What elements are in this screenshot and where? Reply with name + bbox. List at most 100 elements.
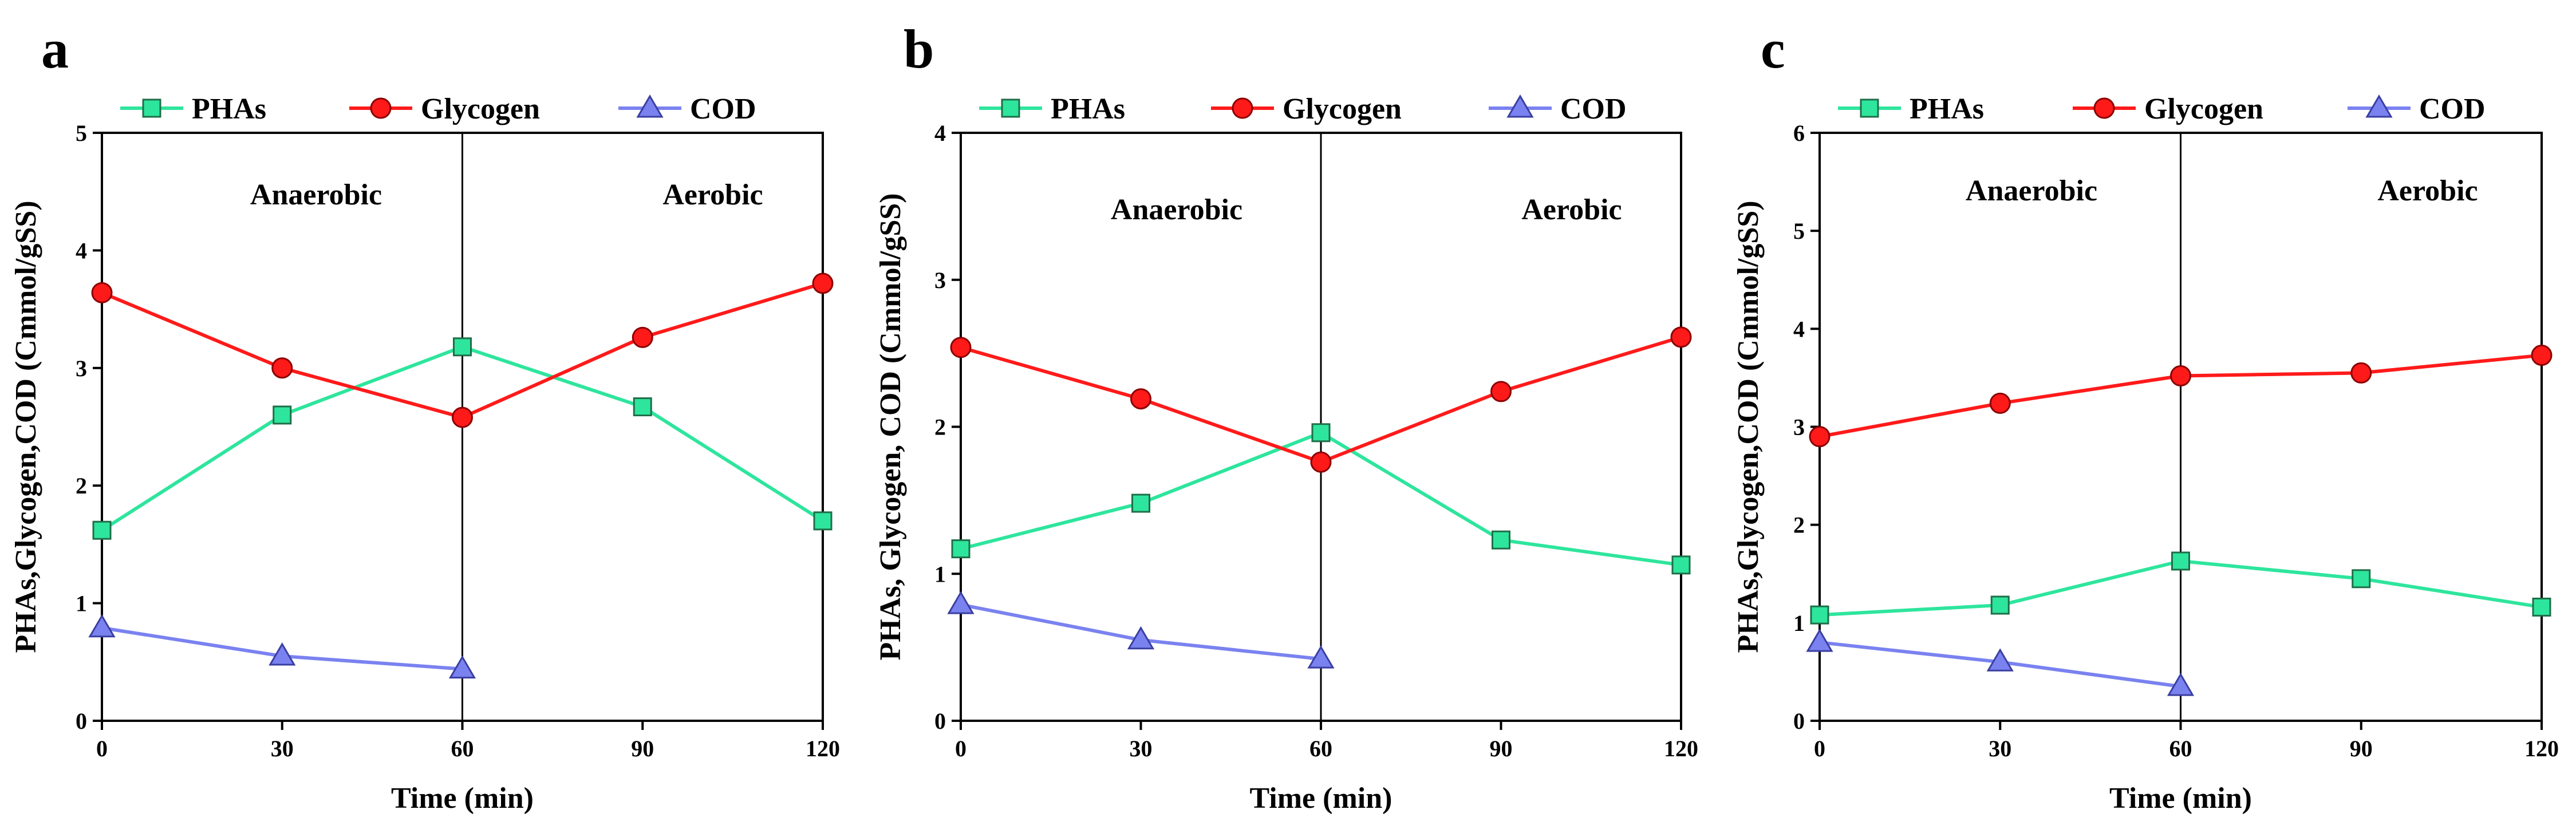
x-tick-label: 90 xyxy=(1490,736,1513,761)
y-tick-label: 6 xyxy=(1793,120,1805,146)
x-tick-label: 120 xyxy=(2524,736,2559,761)
data-point-glycogen xyxy=(91,282,113,303)
data-point-phas xyxy=(813,511,833,531)
x-tick-label: 60 xyxy=(451,736,474,761)
x-tick-label: 120 xyxy=(1664,736,1698,761)
data-point-glycogen xyxy=(1130,388,1151,410)
x-tick-label: 30 xyxy=(1989,736,2011,761)
data-point-phas xyxy=(951,539,971,559)
data-point-cod xyxy=(1806,629,1833,652)
legend-label-glycogen: Glycogen xyxy=(421,93,540,125)
phase-label-anaerobic: Anaerobic xyxy=(1966,175,2097,207)
legend-marker-glycogen xyxy=(1232,97,1253,119)
data-point-glycogen xyxy=(1490,381,1512,402)
data-point-glycogen xyxy=(950,337,972,358)
x-tick-label: 30 xyxy=(271,736,294,761)
legend-marker-phas xyxy=(1001,98,1020,118)
y-tick-label: 2 xyxy=(1793,512,1805,538)
x-axis-title: Time (min) xyxy=(1250,782,1392,815)
data-point-glycogen xyxy=(1670,326,1692,348)
data-point-phas xyxy=(1671,555,1691,575)
phase-label-aerobic: Aerobic xyxy=(662,179,763,211)
data-point-cod xyxy=(448,655,476,679)
legend-marker-cod xyxy=(2365,94,2393,118)
y-axis-title: PHAs, Glycogen, COD (Cmmol/gSS) xyxy=(874,193,907,660)
data-point-phas xyxy=(453,337,472,357)
x-tick-label: 90 xyxy=(2350,736,2373,761)
panel-label: a xyxy=(41,18,69,80)
x-tick-label: 0 xyxy=(955,736,967,761)
data-point-glycogen xyxy=(2531,345,2553,366)
data-point-glycogen xyxy=(1310,451,1332,473)
phase-label-anaerobic: Anaerobic xyxy=(1111,194,1242,226)
y-tick-label: 5 xyxy=(76,120,87,146)
phase-label-aerobic: Aerobic xyxy=(2377,175,2478,207)
chart-panel-b: b PHAs Glycogen COD 0 1 2 3 4 0 30 60 90 120 Time (min… xyxy=(874,18,1698,815)
data-point-cod xyxy=(88,614,116,638)
legend-marker-phas xyxy=(142,98,161,118)
data-point-cod xyxy=(947,591,975,614)
y-tick-label: 2 xyxy=(934,414,946,440)
y-tick-label: 0 xyxy=(1793,708,1805,734)
legend-label-glycogen: Glycogen xyxy=(1283,93,1402,125)
legend-label-cod: COD xyxy=(1560,93,1627,125)
data-point-glycogen xyxy=(812,273,834,294)
panel-label: c xyxy=(1761,18,1785,80)
data-point-glycogen xyxy=(2350,362,2372,384)
phase-label-anaerobic: Anaerobic xyxy=(250,179,382,211)
data-point-cod xyxy=(1127,626,1155,650)
legend-label-cod: COD xyxy=(2419,93,2486,125)
legend-marker-glycogen xyxy=(2093,97,2115,119)
data-point-cod xyxy=(1986,648,2014,672)
y-tick-label: 2 xyxy=(76,473,87,499)
y-tick-label: 4 xyxy=(76,238,87,263)
data-point-glycogen xyxy=(2170,365,2191,386)
y-tick-label: 0 xyxy=(76,708,87,734)
data-point-phas xyxy=(1810,605,1829,625)
data-point-phas xyxy=(1131,493,1150,513)
x-axis-title: Time (min) xyxy=(391,782,534,815)
y-tick-label: 4 xyxy=(934,120,946,146)
y-tick-label: 1 xyxy=(934,561,946,587)
data-point-glycogen xyxy=(271,357,293,379)
x-tick-label: 60 xyxy=(1309,736,1332,761)
x-tick-label: 0 xyxy=(1814,736,1825,761)
data-point-cod xyxy=(1307,645,1335,669)
legend-label-phas: PHAs xyxy=(1910,93,1984,125)
legend-marker-cod xyxy=(1506,94,1534,118)
data-point-phas xyxy=(92,520,112,540)
data-point-cod xyxy=(269,642,296,666)
data-point-phas xyxy=(2171,551,2190,571)
y-tick-label: 1 xyxy=(1793,610,1805,636)
y-tick-label: 3 xyxy=(76,356,87,381)
legend-marker-phas xyxy=(1860,98,1879,118)
legend-label-phas: PHAs xyxy=(1051,93,1125,125)
legend-label-glycogen: Glycogen xyxy=(2144,93,2263,125)
chart-panel-a: a PHAs Glycogen COD 0 1 2 3 4 5 0 30 60 90 120 Time (mi… xyxy=(10,18,840,815)
x-tick-label: 120 xyxy=(806,736,840,761)
x-axis-title: Time (min) xyxy=(2109,782,2252,815)
data-point-phas xyxy=(2532,597,2551,617)
y-tick-label: 0 xyxy=(934,708,946,734)
data-point-glycogen xyxy=(1809,426,1831,448)
y-axis-title: PHAs,Glycogen,COD (Cmmol/gSS) xyxy=(10,200,42,653)
legend-marker-cod xyxy=(636,94,664,118)
data-point-glycogen xyxy=(1989,392,2011,414)
data-point-phas xyxy=(633,397,652,417)
data-point-glycogen xyxy=(632,326,653,348)
data-point-phas xyxy=(273,405,292,425)
legend-label-cod: COD xyxy=(690,93,756,125)
data-point-cod xyxy=(2167,673,2195,696)
x-tick-label: 90 xyxy=(631,736,654,761)
data-point-glycogen xyxy=(452,406,473,428)
data-point-phas xyxy=(1990,595,2010,615)
panel-label: b xyxy=(904,18,934,80)
y-tick-label: 4 xyxy=(1793,316,1805,342)
data-point-phas xyxy=(1492,530,1510,550)
x-tick-label: 60 xyxy=(2169,736,2192,761)
legend-marker-glycogen xyxy=(370,97,392,119)
x-tick-label: 30 xyxy=(1130,736,1153,761)
y-tick-label: 1 xyxy=(76,591,87,617)
